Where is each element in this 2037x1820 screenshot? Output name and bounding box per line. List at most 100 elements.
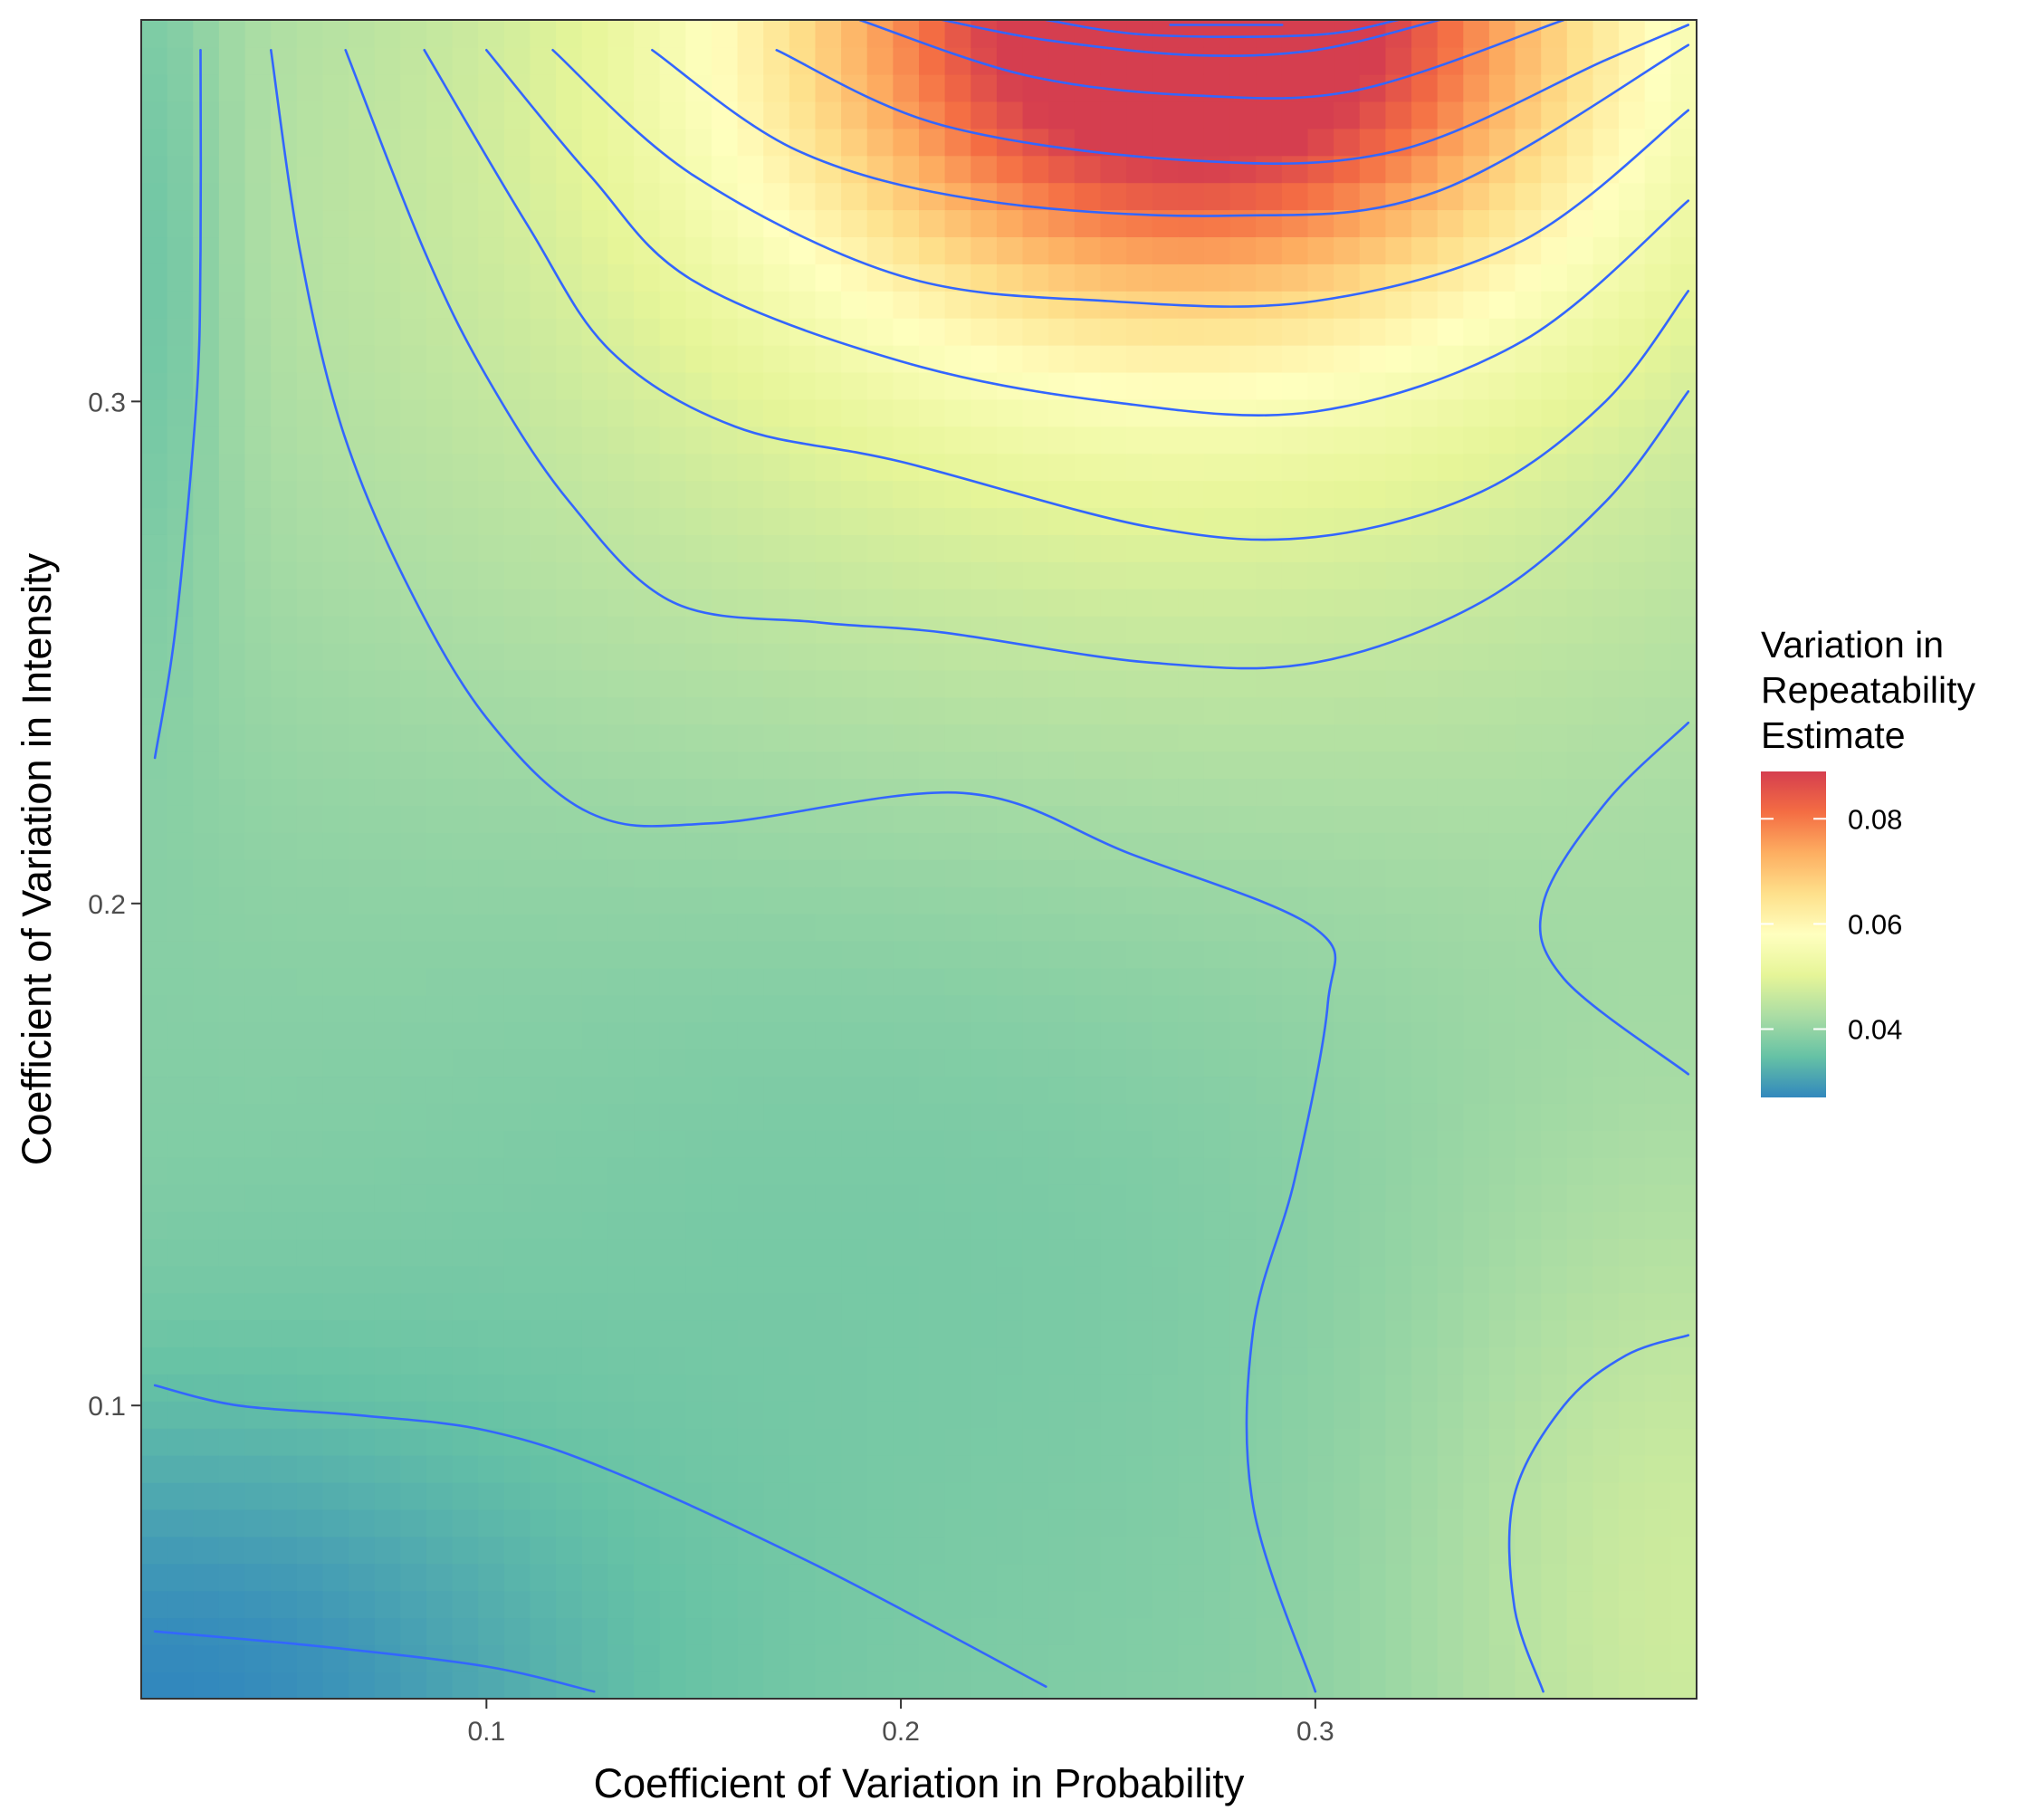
heat-cell [1463, 723, 1490, 752]
heat-cell [1566, 534, 1594, 562]
heat-cell [1644, 913, 1672, 942]
heat-cell [685, 480, 712, 509]
heat-cell [503, 236, 531, 264]
heat-cell [1385, 1021, 1412, 1050]
heat-cell [1463, 1103, 1490, 1131]
heat-cell [1359, 1346, 1387, 1375]
heat-cell [1152, 1536, 1180, 1565]
heat-cell [1048, 1183, 1076, 1212]
heat-cell [503, 1049, 531, 1078]
heat-cell [478, 1590, 505, 1619]
heat-cell [737, 20, 764, 48]
heat-cell [141, 1427, 168, 1456]
heat-cell [141, 1454, 168, 1483]
heat-cell [1463, 1076, 1490, 1104]
heat-cell [193, 669, 220, 698]
heat-cell [556, 994, 583, 1023]
heat-cell [503, 859, 531, 887]
heat-cell [789, 453, 817, 482]
heat-cell [711, 534, 739, 562]
heat-cell [1152, 1563, 1180, 1592]
heat-cell [1385, 1427, 1412, 1456]
heat-cell [193, 426, 220, 455]
heat-cell [167, 128, 195, 157]
heat-cell [1385, 669, 1412, 698]
heat-cell [1281, 1076, 1309, 1104]
heat-cell [1152, 73, 1180, 102]
heat-cell [971, 1103, 998, 1131]
heat-cell [763, 1401, 790, 1429]
heat-cell [1281, 1536, 1309, 1565]
heat-cell [996, 642, 1024, 671]
heat-cell [1437, 561, 1465, 589]
heat-cell [944, 696, 972, 725]
heat-cell [530, 1644, 557, 1672]
heat-cell [1359, 1049, 1387, 1078]
heat-cell [763, 1238, 790, 1267]
heat-cell [789, 1590, 817, 1619]
heat-cell [530, 1238, 557, 1267]
heat-cell [763, 73, 790, 102]
heat-cell [1152, 128, 1180, 157]
heat-cell [789, 480, 817, 509]
heat-cell [866, 507, 894, 535]
heat-cell [1100, 1563, 1127, 1592]
heat-cell [271, 1427, 298, 1456]
heat-cell [763, 723, 790, 752]
heat-cell [634, 426, 661, 455]
heat-cell [659, 1481, 687, 1510]
heat-cell [1100, 805, 1127, 833]
heat-cell [271, 1183, 298, 1212]
heat-cell [452, 1156, 480, 1185]
heat-cell [1256, 128, 1283, 157]
heat-cell [400, 1672, 427, 1699]
heat-cell [1592, 859, 1620, 887]
heat-cell [581, 1183, 609, 1212]
heat-cell [296, 940, 324, 969]
heat-cell [556, 1238, 583, 1267]
heat-cell [789, 886, 817, 915]
heat-cell [1022, 1021, 1049, 1050]
heat-cell [789, 1617, 817, 1645]
heat-cell [400, 1401, 427, 1429]
heat-cell [349, 426, 376, 455]
heat-cell [971, 291, 998, 319]
heat-cell [893, 1183, 920, 1212]
heat-cell [971, 236, 998, 264]
heat-cell [893, 1374, 920, 1402]
heat-cell [1100, 1319, 1127, 1348]
heat-cell [893, 588, 920, 617]
heat-cell [1566, 371, 1594, 400]
heat-cell [1541, 1374, 1568, 1402]
heat-cell [1178, 1130, 1205, 1158]
heat-cell [400, 291, 427, 319]
heat-cell [1022, 940, 1049, 969]
heat-cell [789, 642, 817, 671]
heat-cell [893, 1590, 920, 1619]
heat-cell [530, 46, 557, 75]
heat-cell [919, 1319, 946, 1348]
heat-cell [530, 805, 557, 833]
heat-cell [893, 128, 920, 157]
heat-cell [1359, 1292, 1387, 1321]
heat-cell [1022, 1183, 1049, 1212]
heat-cell [815, 1536, 842, 1565]
heat-cell [607, 588, 635, 617]
heat-cell [141, 994, 168, 1023]
heat-cell [1074, 1238, 1102, 1267]
heat-cell [1281, 1265, 1309, 1294]
heat-cell [556, 1617, 583, 1645]
heat-cell [789, 73, 817, 102]
heat-cell [1619, 723, 1646, 752]
heat-cell [1670, 805, 1697, 833]
heat-cell [1385, 1644, 1412, 1672]
heat-cell [1256, 209, 1283, 238]
heat-cell [1178, 1292, 1205, 1321]
heat-cell [1100, 236, 1127, 264]
heat-cell [581, 696, 609, 725]
heat-cell [1126, 588, 1153, 617]
heat-cell [763, 1481, 790, 1510]
heat-cell [789, 317, 817, 346]
heat-cell [1229, 1130, 1258, 1158]
heat-cell [452, 1481, 480, 1510]
